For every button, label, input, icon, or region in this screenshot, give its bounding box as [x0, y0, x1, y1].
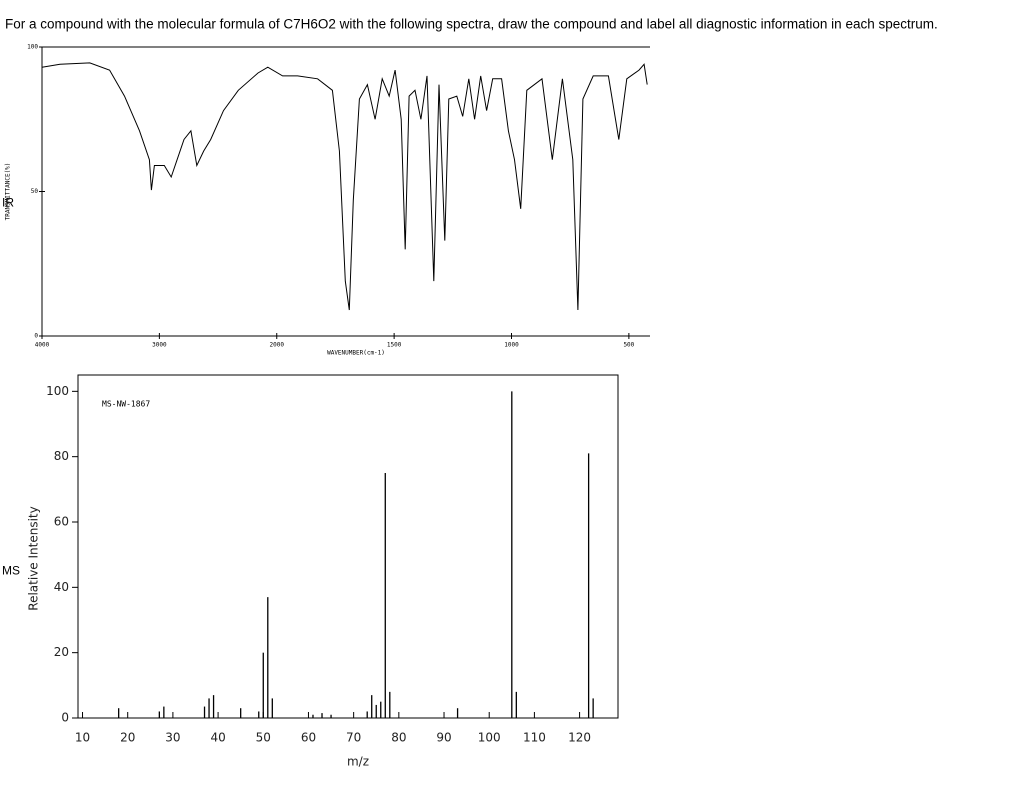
x-tick-label: 20: [120, 731, 135, 745]
x-tick-label: 90: [436, 731, 451, 745]
y-tick-label: 100: [27, 44, 38, 51]
chart-title: MS-NW-1867: [102, 400, 150, 409]
y-tick-label: 80: [54, 449, 69, 463]
y-axis-label: Relative Intensity: [27, 506, 41, 610]
x-tick-label: 4000: [35, 342, 50, 349]
x-tick-label: 10: [75, 731, 90, 745]
plot-frame: [77, 374, 619, 719]
x-tick-label: 30: [165, 731, 180, 745]
x-tick-label: 3000: [152, 342, 167, 349]
y-tick-label: 100: [46, 384, 69, 398]
x-axis-label: m/z: [347, 755, 369, 769]
spectrum-label: IR: [2, 196, 14, 210]
x-tick-label: 2000: [270, 342, 285, 349]
y-axis-label: TRANSMITTANCE(%): [5, 163, 12, 221]
x-axis-label: WAVENUMBER(cm-1): [327, 350, 385, 357]
y-tick-label: 60: [54, 515, 69, 529]
x-tick-label: 100: [478, 731, 501, 745]
x-tick-label: 110: [523, 731, 546, 745]
y-tick-label: 50: [31, 188, 39, 195]
question: For a compound with the molecular formul…: [5, 17, 938, 32]
x-tick-label: 80: [391, 731, 406, 745]
y-tick-label: 0: [34, 333, 38, 340]
x-tick-label: 1500: [387, 342, 402, 349]
y-tick-label: 40: [54, 580, 69, 594]
x-tick-label: 60: [301, 731, 316, 745]
spectrum-line: [41, 62, 648, 311]
x-tick-label: 40: [210, 731, 225, 745]
y-tick-label: 20: [54, 645, 69, 659]
x-tick-label: 50: [256, 731, 271, 745]
x-tick-label: 500: [623, 342, 634, 349]
x-tick-label: 1000: [504, 342, 519, 349]
spectrum-label: MS: [2, 564, 20, 578]
x-tick-label: 120: [568, 731, 591, 745]
y-tick-label: 0: [61, 711, 69, 725]
x-tick-label: 70: [346, 731, 361, 745]
